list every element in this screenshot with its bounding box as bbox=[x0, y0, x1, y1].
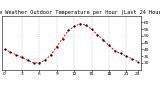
Title: Milwaukee Weather Outdoor Temperature per Hour (Last 24 Hours): Milwaukee Weather Outdoor Temperature pe… bbox=[0, 10, 160, 15]
